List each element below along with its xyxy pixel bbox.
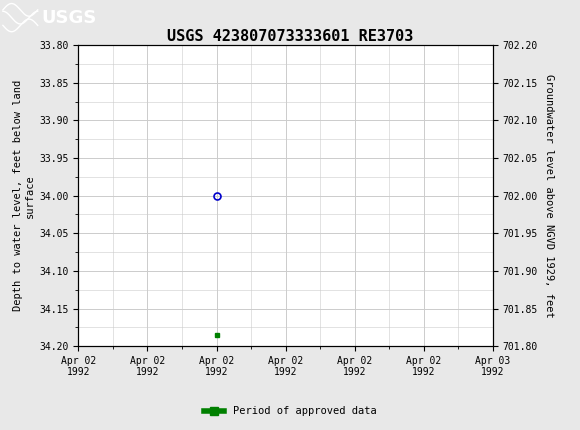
Y-axis label: Groundwater level above NGVD 1929, feet: Groundwater level above NGVD 1929, feet bbox=[543, 74, 553, 317]
Legend: Period of approved data: Period of approved data bbox=[200, 402, 380, 421]
Text: USGS: USGS bbox=[42, 9, 97, 27]
Y-axis label: Depth to water level, feet below land
surface: Depth to water level, feet below land su… bbox=[13, 80, 35, 311]
Text: USGS 423807073333601 RE3703: USGS 423807073333601 RE3703 bbox=[167, 29, 413, 44]
